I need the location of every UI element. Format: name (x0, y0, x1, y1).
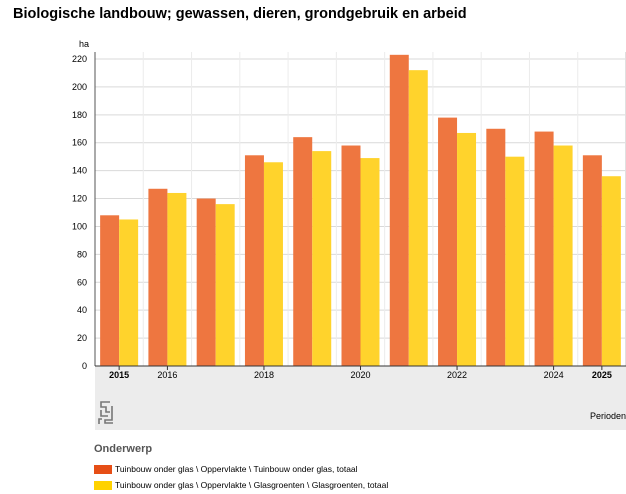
bar-glasgroenten-2017[interactable] (215, 204, 235, 366)
x-tick-label: 2016 (157, 370, 177, 380)
y-tick-label: 60 (77, 277, 87, 287)
legend-item[interactable]: Tuinbouw onder glas \ Oppervlakte \ Glas… (94, 478, 388, 492)
bar-glasgroenten-2024[interactable] (553, 145, 573, 366)
legend: Onderwerp Tuinbouw onder glas \ Oppervla… (94, 443, 388, 494)
bar-totaal-2021[interactable] (389, 54, 409, 367)
legend-item[interactable]: Tuinbouw onder glas \ Oppervlakte \ Tuin… (94, 462, 388, 476)
x-tick-label: 2018 (254, 370, 274, 380)
legend-title: Onderwerp (94, 443, 153, 455)
bar-glasgroenten-2022[interactable] (457, 132, 477, 366)
bar-glasgroenten-2019[interactable] (312, 151, 332, 366)
bar-glasgroenten-2021[interactable] (408, 70, 428, 366)
bar-totaal-2016[interactable] (148, 188, 168, 366)
bar-totaal-2022[interactable] (438, 117, 458, 366)
cbs-logo-icon (98, 401, 113, 424)
bar-totaal-2015[interactable] (100, 215, 120, 366)
x-tick-label: 2020 (350, 370, 370, 380)
bar-totaal-2020[interactable] (341, 145, 361, 366)
y-tick-label: 100 (72, 221, 87, 231)
bar-glasgroenten-2023[interactable] (505, 156, 525, 366)
x-tick-label: 2025 (592, 370, 612, 380)
x-tick-label: 2015 (109, 370, 129, 380)
bar-glasgroenten-2015[interactable] (119, 219, 139, 366)
x-tick-label: 2024 (544, 370, 564, 380)
x-axis: 2015 2016 2018 2020 2022 2024 2025 (109, 366, 612, 380)
chart-title: Biologische landbouw; gewassen, dieren, … (13, 6, 467, 22)
bar-glasgroenten-2016[interactable] (167, 192, 187, 366)
legend-label: Tuinbouw onder glas \ Oppervlakte \ Glas… (115, 480, 389, 490)
y-tick-label: 80 (77, 249, 87, 259)
bar-glasgroenten-2020[interactable] (360, 158, 380, 366)
y-tick-label: 180 (72, 110, 87, 120)
y-tick-label: 140 (72, 166, 87, 176)
y-axis: 0 20 40 60 80 100 120 140 160 180 200 220 (72, 54, 87, 371)
bar-totaal-2018[interactable] (244, 155, 264, 366)
bar-totaal-2024[interactable] (534, 131, 554, 366)
bar-totaal-2025[interactable] (582, 155, 602, 366)
x-axis-title: Perioden (590, 411, 626, 421)
y-tick-label: 40 (77, 305, 87, 315)
y-tick-label: 120 (72, 194, 87, 204)
y-axis-unit: ha (79, 39, 89, 49)
bars (100, 54, 621, 367)
bar-totaal-2019[interactable] (293, 137, 313, 366)
y-tick-label: 0 (82, 361, 87, 371)
y-tick-label: 20 (77, 333, 87, 343)
legend-swatch (94, 464, 112, 474)
bar-glasgroenten-2018[interactable] (263, 162, 283, 366)
y-tick-label: 200 (72, 82, 87, 92)
legend-swatch (94, 480, 112, 490)
x-axis-band (95, 366, 626, 430)
x-tick-label: 2022 (447, 370, 467, 380)
bar-glasgroenten-2025[interactable] (601, 176, 621, 366)
legend-label: Tuinbouw onder glas \ Oppervlakte \ Tuin… (115, 464, 358, 474)
y-tick-label: 160 (72, 138, 87, 148)
y-tick-label: 220 (72, 54, 87, 64)
bar-totaal-2023[interactable] (486, 128, 506, 366)
bar-totaal-2017[interactable] (196, 198, 216, 366)
